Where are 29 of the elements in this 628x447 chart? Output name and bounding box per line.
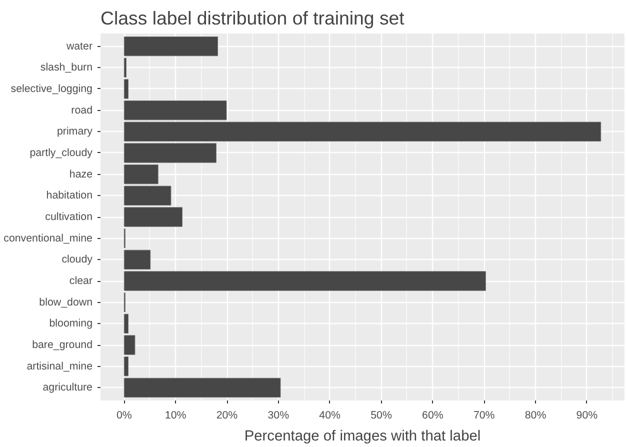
x-tick-label: 60% — [422, 410, 444, 422]
y-tick-label: water — [65, 40, 93, 52]
y-tick-label: clear — [69, 275, 93, 288]
y-tick-label: blooming — [49, 318, 93, 330]
y-tick-label: slash_burn — [40, 62, 93, 74]
x-tick-label: 20% — [216, 410, 238, 422]
x-tick-label: 0% — [116, 410, 132, 422]
x-tick-label: 30% — [268, 410, 290, 422]
chart-title: Class label distribution of training set — [100, 8, 406, 28]
y-tick-label: primary — [56, 126, 94, 138]
y-tick-label: habitation — [46, 190, 93, 202]
y-tick-label: blow_down — [39, 296, 93, 308]
y-tick-label: conventional_mine — [4, 232, 93, 244]
y-tick-label: artisinal_mine — [26, 360, 93, 372]
y-tick-label: cloudy — [62, 254, 94, 266]
y-tick-label: partly_cloudy — [30, 146, 94, 159]
x-tick-label: 80% — [524, 410, 547, 422]
y-tick-label: road — [71, 104, 93, 116]
y-tick-label: selective_logging — [10, 82, 93, 95]
y-tick-label: cultivation — [45, 211, 93, 223]
x-tick-label: 70% — [473, 410, 496, 422]
y-tick-label: agriculture — [42, 382, 93, 394]
x-tick-label: 90% — [576, 410, 598, 422]
x-axis-title: Percentage of images with that label — [244, 428, 481, 444]
y-tick-label: bare_ground — [32, 339, 93, 352]
x-tick-label: 50% — [370, 410, 392, 422]
x-tick-label: 10% — [164, 410, 187, 422]
x-tick-label: 40% — [319, 410, 342, 422]
y-tick-label: haze — [69, 168, 93, 180]
